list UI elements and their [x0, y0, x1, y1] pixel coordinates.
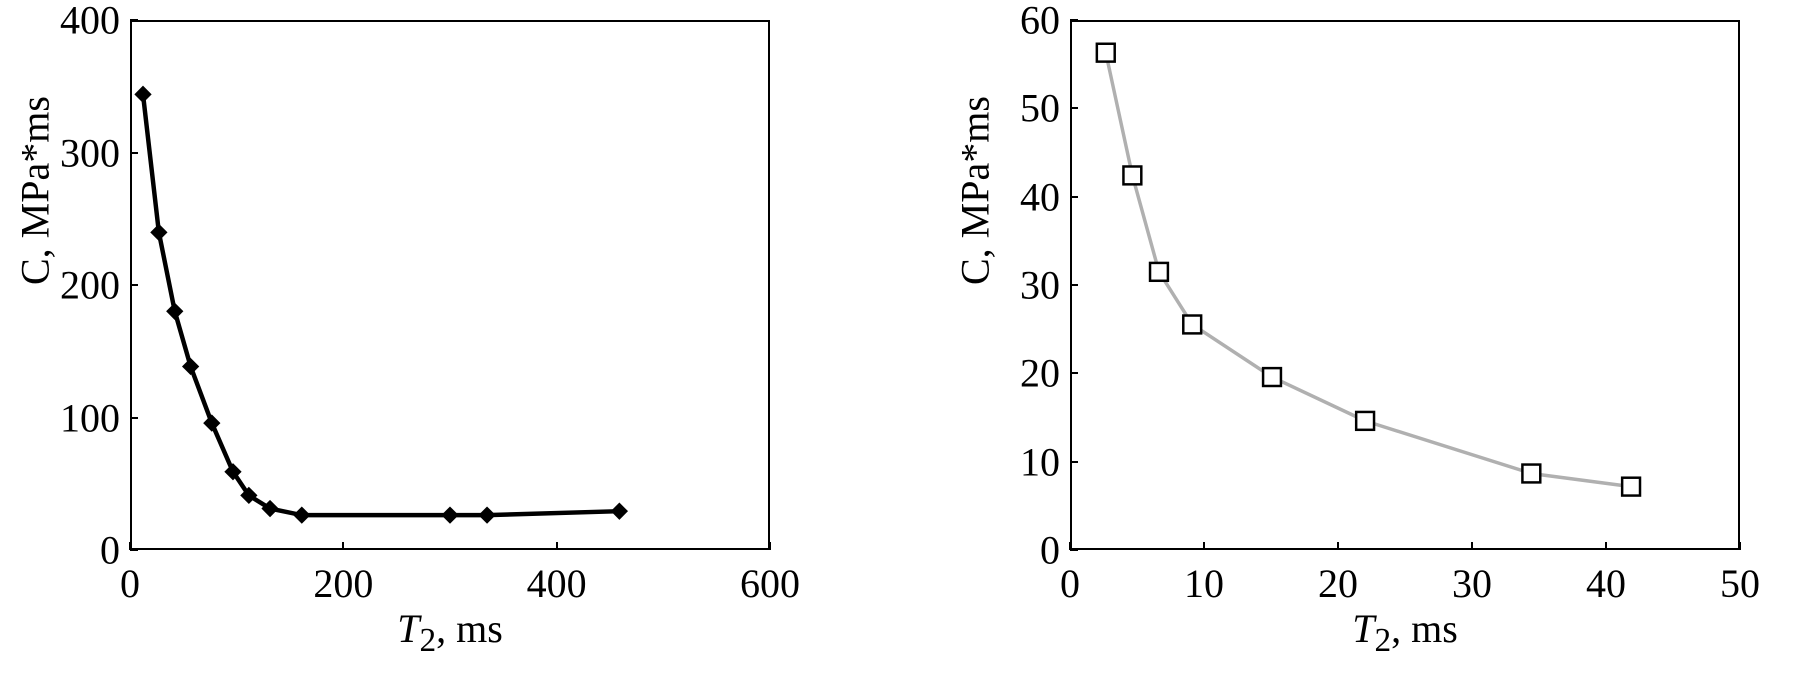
series-marker: [1097, 44, 1115, 62]
y-tick-mark: [1070, 284, 1078, 286]
y-tick-label: 300: [60, 129, 120, 176]
y-tick-label: 400: [60, 0, 120, 44]
x-tick-mark: [1471, 542, 1473, 550]
series-marker: [1263, 368, 1281, 386]
series-marker: [1150, 263, 1168, 281]
y-tick-mark: [1070, 196, 1078, 198]
series-line: [143, 94, 619, 515]
left-chart-series: [132, 22, 768, 548]
right-chart-series: [1072, 22, 1738, 548]
y-tick-mark: [130, 284, 138, 286]
x-tick-label: 30: [1452, 560, 1492, 607]
y-tick-mark: [130, 549, 138, 551]
y-tick-label: 100: [60, 394, 120, 441]
x-tick-mark: [1203, 542, 1205, 550]
x-tick-label: 0: [1060, 560, 1080, 607]
x-tick-label: 10: [1184, 560, 1224, 607]
series-marker: [1522, 465, 1540, 483]
y-tick-label: 30: [1020, 262, 1060, 309]
y-tick-mark: [1070, 372, 1078, 374]
series-marker: [151, 224, 167, 240]
series-marker: [167, 303, 183, 319]
x-tick-label: 400: [527, 560, 587, 607]
y-tick-label: 20: [1020, 350, 1060, 397]
right-chart-panel: C, MPa*ms T2, ms 01020304050010203040506…: [940, 0, 1793, 682]
y-tick-mark: [130, 19, 138, 21]
right-chart-plot-area: [1070, 20, 1740, 550]
y-tick-mark: [1070, 19, 1078, 21]
x-tick-mark: [1739, 542, 1741, 550]
y-tick-label: 0: [100, 527, 120, 574]
series-marker: [1183, 316, 1201, 334]
series-marker: [1356, 412, 1374, 430]
x-tick-label: 50: [1720, 560, 1760, 607]
x-tick-label: 200: [313, 560, 373, 607]
series-marker: [1622, 478, 1640, 496]
x-tick-mark: [1337, 542, 1339, 550]
y-tick-label: 10: [1020, 438, 1060, 485]
right-chart-x-label: T2, ms: [1285, 605, 1525, 660]
x-tick-label: 20: [1318, 560, 1358, 607]
left-chart-panel: C, MPa*ms T2, ms 02004006000100200300400: [0, 0, 820, 682]
y-tick-label: 0: [1040, 527, 1060, 574]
y-tick-mark: [130, 152, 138, 154]
series-marker: [479, 507, 495, 523]
x-tick-label: 600: [740, 560, 800, 607]
figure: C, MPa*ms T2, ms 02004006000100200300400…: [0, 0, 1793, 682]
left-chart-x-label: T2, ms: [330, 605, 570, 660]
series-marker: [204, 415, 220, 431]
series-marker: [294, 507, 310, 523]
y-tick-mark: [1070, 461, 1078, 463]
series-marker: [183, 359, 199, 375]
y-tick-mark: [130, 417, 138, 419]
x-tick-mark: [1605, 542, 1607, 550]
y-tick-mark: [1070, 549, 1078, 551]
x-tick-mark: [769, 542, 771, 550]
y-tick-label: 40: [1020, 173, 1060, 220]
series-marker: [135, 86, 151, 102]
y-tick-mark: [1070, 107, 1078, 109]
x-tick-label: 0: [120, 560, 140, 607]
x-tick-label: 40: [1586, 560, 1626, 607]
series-marker: [611, 503, 627, 519]
series-marker: [1123, 166, 1141, 184]
series-marker: [442, 507, 458, 523]
left-chart-plot-area: [130, 20, 770, 550]
y-tick-label: 200: [60, 262, 120, 309]
x-tick-mark: [556, 542, 558, 550]
x-tick-mark: [342, 542, 344, 550]
y-tick-label: 50: [1020, 85, 1060, 132]
y-tick-label: 60: [1020, 0, 1060, 44]
